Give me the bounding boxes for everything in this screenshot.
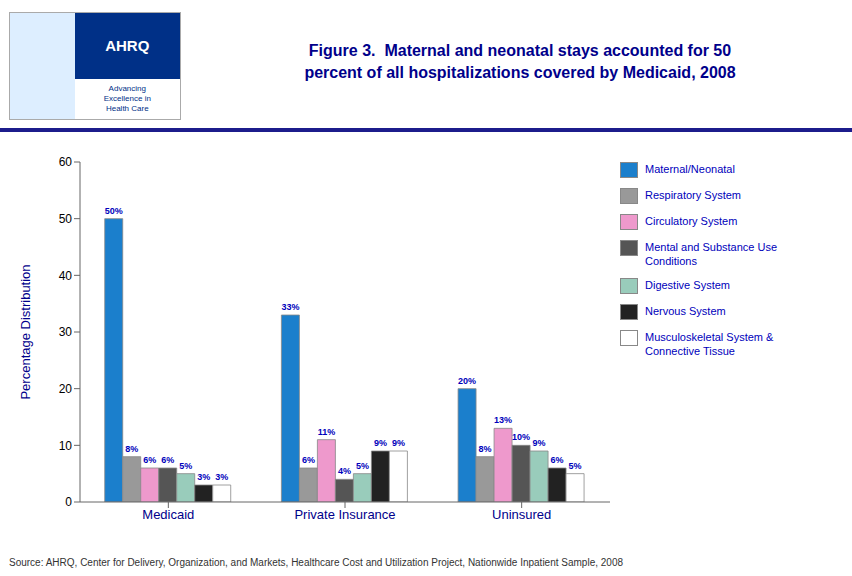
svg-text:10: 10 xyxy=(59,439,73,453)
svg-text:6%: 6% xyxy=(143,455,156,465)
svg-text:60: 60 xyxy=(59,155,73,169)
svg-text:50: 50 xyxy=(59,212,73,226)
svg-text:6%: 6% xyxy=(161,455,174,465)
svg-text:Private Insurance: Private Insurance xyxy=(294,507,395,522)
html-text:Maternal/Neonatal: Maternal/Neonatal xyxy=(645,163,735,175)
html-text:Circulatory System: Circulatory System xyxy=(645,215,738,227)
svg-text:Uninsured: Uninsured xyxy=(492,507,551,522)
html-text:Figure 3. Maternal and neonata: Figure 3. Maternal and neonatal stays ac… xyxy=(304,42,736,81)
svg-text:0: 0 xyxy=(65,495,72,509)
svg-text:9%: 9% xyxy=(533,438,546,448)
html-text:Digestive System: Digestive System xyxy=(645,279,730,291)
svg-text:6%: 6% xyxy=(551,455,564,465)
svg-text:20: 20 xyxy=(59,382,73,396)
svg-text:9%: 9% xyxy=(392,438,405,448)
html-text:Nervous System: Nervous System xyxy=(645,305,726,317)
svg-text:3%: 3% xyxy=(215,472,228,482)
svg-text:8%: 8% xyxy=(125,444,138,454)
svg-text:4%: 4% xyxy=(338,466,351,476)
svg-text:11%: 11% xyxy=(318,427,336,437)
svg-text:5%: 5% xyxy=(356,461,369,471)
svg-text:33%: 33% xyxy=(281,302,299,312)
svg-text:5%: 5% xyxy=(569,461,582,471)
svg-text:6%: 6% xyxy=(302,455,315,465)
svg-text:Percentage Distribution: Percentage Distribution xyxy=(18,264,33,399)
svg-text:9%: 9% xyxy=(374,438,387,448)
svg-text:50%: 50% xyxy=(105,206,123,216)
html-text:Mental and Substance Use Condi: Mental and Substance Use Conditions xyxy=(645,241,778,267)
html-text:AHRQ: AHRQ xyxy=(105,37,150,55)
svg-text:40: 40 xyxy=(59,269,73,283)
html-text:Advancing Excellence in Health: Advancing Excellence in Health Care xyxy=(103,83,151,113)
html-text:Musculoskeletal System & Conne: Musculoskeletal System & Connective Tiss… xyxy=(645,331,774,357)
svg-text:30: 30 xyxy=(59,325,73,339)
svg-text:5%: 5% xyxy=(179,461,192,471)
svg-text:8%: 8% xyxy=(479,444,492,454)
html-text:Respiratory System: Respiratory System xyxy=(645,189,741,201)
svg-text:Medicaid: Medicaid xyxy=(142,507,194,522)
svg-text:3%: 3% xyxy=(197,472,210,482)
svg-text:10%: 10% xyxy=(512,432,530,442)
html-text:Source: AHRQ, Center for Deliv: Source: AHRQ, Center for Delivery, Organ… xyxy=(9,557,623,568)
svg-text:13%: 13% xyxy=(494,415,512,425)
svg-text:20%: 20% xyxy=(458,376,476,386)
